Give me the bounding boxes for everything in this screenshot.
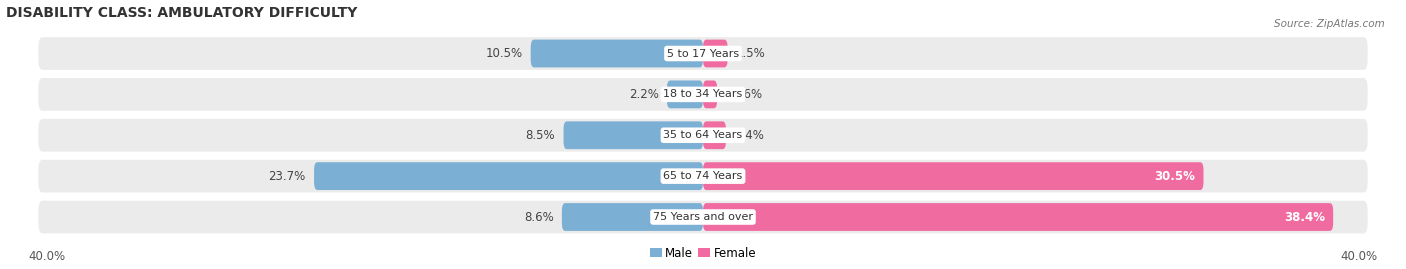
Text: 1.5%: 1.5% xyxy=(735,47,766,60)
Legend: Male, Female: Male, Female xyxy=(650,247,756,260)
Text: 75 Years and over: 75 Years and over xyxy=(652,212,754,222)
Text: 18 to 34 Years: 18 to 34 Years xyxy=(664,89,742,99)
FancyBboxPatch shape xyxy=(530,40,703,68)
FancyBboxPatch shape xyxy=(666,80,703,108)
Text: 30.5%: 30.5% xyxy=(1154,170,1195,183)
FancyBboxPatch shape xyxy=(703,203,1333,231)
Text: 38.4%: 38.4% xyxy=(1284,211,1324,224)
Text: 23.7%: 23.7% xyxy=(269,170,307,183)
FancyBboxPatch shape xyxy=(703,80,717,108)
FancyBboxPatch shape xyxy=(314,162,703,190)
Text: DISABILITY CLASS: AMBULATORY DIFFICULTY: DISABILITY CLASS: AMBULATORY DIFFICULTY xyxy=(6,6,357,20)
FancyBboxPatch shape xyxy=(38,201,1368,233)
FancyBboxPatch shape xyxy=(38,37,1368,70)
Text: Source: ZipAtlas.com: Source: ZipAtlas.com xyxy=(1274,19,1385,29)
Text: 10.5%: 10.5% xyxy=(485,47,523,60)
Text: 1.4%: 1.4% xyxy=(734,129,763,142)
Text: 35 to 64 Years: 35 to 64 Years xyxy=(664,130,742,140)
FancyBboxPatch shape xyxy=(38,119,1368,152)
FancyBboxPatch shape xyxy=(562,203,703,231)
Text: 5 to 17 Years: 5 to 17 Years xyxy=(666,48,740,58)
FancyBboxPatch shape xyxy=(703,121,725,149)
Text: 65 to 74 Years: 65 to 74 Years xyxy=(664,171,742,181)
Text: 8.6%: 8.6% xyxy=(524,211,554,224)
Text: 0.86%: 0.86% xyxy=(725,88,762,101)
FancyBboxPatch shape xyxy=(703,40,728,68)
Text: 2.2%: 2.2% xyxy=(628,88,658,101)
Text: 8.5%: 8.5% xyxy=(526,129,555,142)
FancyBboxPatch shape xyxy=(564,121,703,149)
FancyBboxPatch shape xyxy=(38,160,1368,193)
FancyBboxPatch shape xyxy=(703,162,1204,190)
FancyBboxPatch shape xyxy=(38,78,1368,111)
